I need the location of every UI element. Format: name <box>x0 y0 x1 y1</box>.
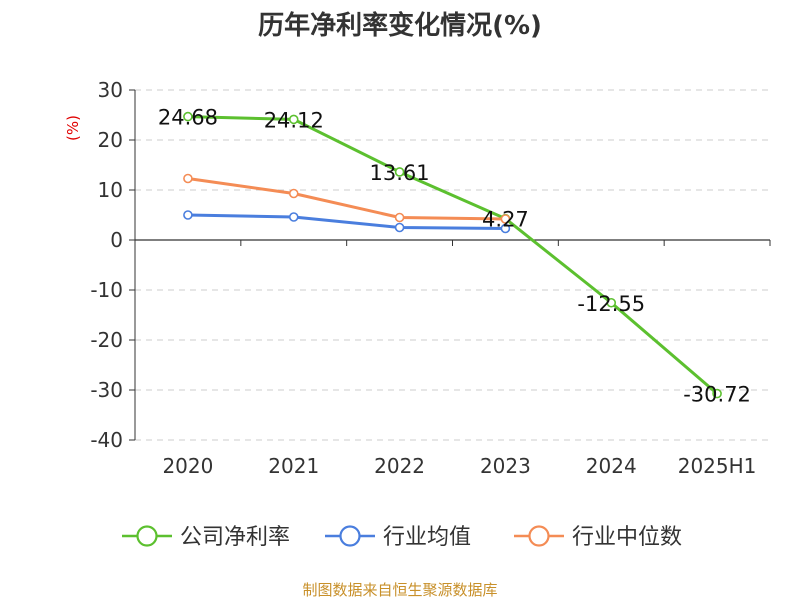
data-point[interactable] <box>288 212 299 222</box>
y-tick-label: 10 <box>98 178 123 202</box>
legend-label: 行业中位数 <box>572 525 682 550</box>
y-tick-label: -40 <box>90 428 123 452</box>
data-point[interactable] <box>500 223 511 234</box>
x-tick-label: 2023 <box>480 454 531 478</box>
data-point[interactable] <box>394 167 405 177</box>
x-tick-label: 2025H1 <box>678 454 757 478</box>
gridlines <box>135 89 770 441</box>
axes: 30 20 10 0 -10 -20 -30 -40 2020 2021 2022 2023 2024 2… <box>90 78 771 478</box>
data-point[interactable] <box>183 173 193 184</box>
data-point[interactable] <box>183 210 193 220</box>
legend-marker-icon <box>136 525 158 547</box>
legend-label: 公司净利率 <box>180 525 290 550</box>
data-label: -12.55 <box>577 292 645 316</box>
x-tick-label: 2021 <box>268 454 319 478</box>
series-line <box>187 115 719 395</box>
data-point[interactable] <box>500 214 511 224</box>
y-tick-label: 20 <box>98 128 123 152</box>
series-line <box>187 213 506 230</box>
legend-marker-icon <box>339 525 361 547</box>
source-note: 制图数据来自恒生聚源数据库 <box>302 581 497 599</box>
legend-item[interactable]: 行业中位数 <box>514 525 682 550</box>
legend-label: 行业均值 <box>383 525 471 550</box>
y-axis-unit-label: (%) <box>64 115 82 141</box>
data-point[interactable] <box>183 111 193 122</box>
y-tick-label: 30 <box>98 78 123 102</box>
data-label: -30.72 <box>683 383 751 407</box>
data-label: 24.12 <box>264 108 324 132</box>
data-label: 24.68 <box>158 106 218 130</box>
series-lines <box>183 111 722 399</box>
data-label: 4.27 <box>482 208 529 232</box>
y-tick-label: -30 <box>90 378 123 402</box>
data-point[interactable] <box>394 212 405 223</box>
legend[interactable]: 公司净利率 行业均值 行业中位数 <box>122 525 682 550</box>
data-point[interactable] <box>712 388 722 399</box>
data-point[interactable] <box>288 114 299 125</box>
data-point[interactable] <box>394 222 405 233</box>
y-tick-label: 0 <box>110 228 123 252</box>
x-tick-label: 2024 <box>586 454 637 478</box>
legend-item[interactable]: 行业均值 <box>325 525 471 550</box>
y-tick-label: -20 <box>90 328 123 352</box>
x-tick-label: 2020 <box>162 454 213 478</box>
legend-item[interactable]: 公司净利率 <box>122 525 290 550</box>
data-labels: 24.68 24.12 13.61 4.27 -12.55 -30.72 <box>158 106 751 407</box>
y-tick-label: -10 <box>90 278 123 302</box>
x-tick-label: 2022 <box>374 454 425 478</box>
data-point[interactable] <box>606 297 617 308</box>
data-point[interactable] <box>288 188 299 199</box>
chart-title: 历年净利率变化情况(%) <box>258 10 542 41</box>
legend-marker-icon <box>528 525 550 547</box>
series-line <box>187 177 506 221</box>
data-label: 13.61 <box>370 161 430 185</box>
